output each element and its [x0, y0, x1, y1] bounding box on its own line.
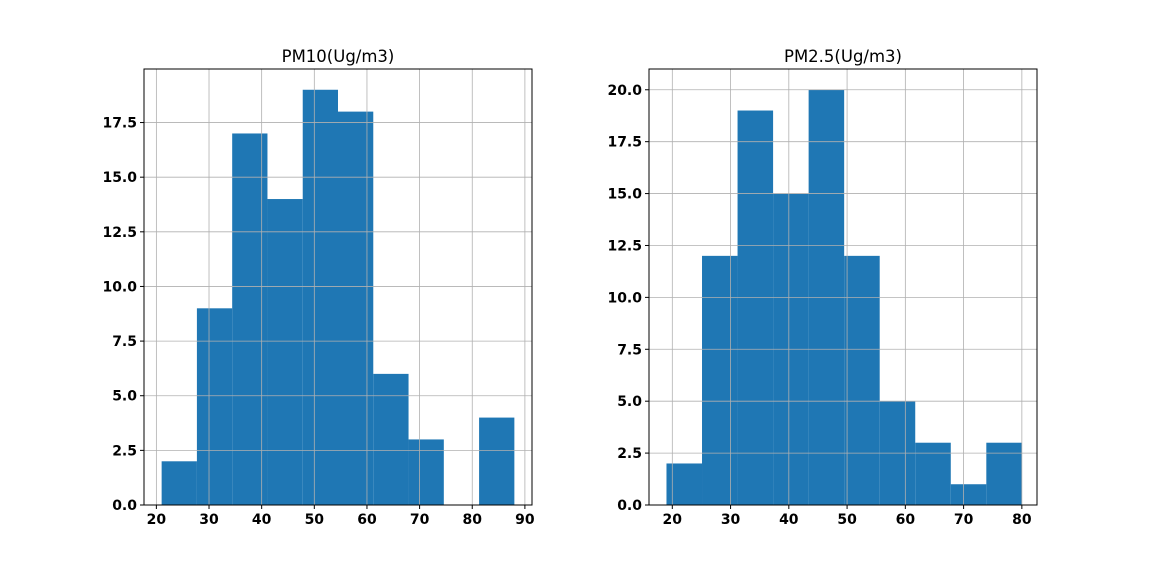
histogram-panel-2: 20 30 40 50 60 70 80 0.0 2.5 5.0 7.5 10.0 12.5 15.0 17…	[607, 47, 1038, 528]
y-tick-label: 7.5	[112, 334, 137, 350]
y-tick-label: 2.5	[617, 446, 642, 462]
histogram-panel-1: 20 30 40 50 60 70 80 90 0.0 2.5 5.0 7.5 10.0 12.5 15.0…	[102, 47, 534, 528]
histogram-bar	[915, 442, 951, 505]
plot-frame	[143, 68, 533, 506]
x-tick-label: 80	[463, 512, 483, 528]
y-tick-label: 5.0	[112, 389, 137, 405]
x-tick-label: 50	[305, 512, 325, 528]
histogram-bar	[666, 463, 703, 505]
histogram-bar	[338, 111, 374, 505]
histogram-bar	[702, 255, 738, 505]
x-tick-label: 40	[779, 512, 799, 528]
y-tick-label: 20.0	[607, 83, 642, 99]
x-tick-label: 20	[663, 512, 683, 528]
chart-title: PM2.5(Ug/m3)	[784, 47, 902, 66]
y-tick-label: 12.5	[102, 225, 137, 241]
histogram-bar	[161, 461, 197, 505]
histogram-bar	[196, 308, 233, 505]
x-tick-label: 20	[147, 512, 167, 528]
x-tick-label: 30	[199, 512, 219, 528]
histogram-bar	[267, 199, 303, 505]
x-tick-label: 90	[515, 512, 535, 528]
histogram-bar	[950, 484, 987, 505]
y-tick-label: 17.5	[102, 116, 137, 132]
histogram-bar	[844, 255, 880, 505]
y-tick-label: 10.0	[102, 279, 137, 295]
y-tick-label: 0.0	[112, 498, 137, 514]
x-tick-label: 60	[357, 512, 377, 528]
y-tick-label: 15.0	[607, 187, 642, 203]
x-tick-label: 30	[721, 512, 741, 528]
x-tick-label: 40	[252, 512, 272, 528]
chart-title: PM10(Ug/m3)	[282, 47, 395, 66]
histogram-bar	[232, 133, 268, 505]
x-tick-label: 70	[410, 512, 430, 528]
y-tick-label: 12.5	[607, 238, 642, 254]
histogram-bar	[479, 417, 515, 505]
y-tick-label: 10.0	[607, 290, 642, 306]
y-tick-label: 17.5	[607, 135, 642, 151]
y-tick-label: 2.5	[112, 443, 137, 459]
y-tick-label: 7.5	[617, 342, 642, 358]
histogram-bar	[986, 442, 1022, 505]
histogram-bar	[737, 110, 774, 506]
y-tick-label: 15.0	[102, 170, 137, 186]
histogram-bar	[408, 439, 444, 505]
x-tick-label: 60	[896, 512, 916, 528]
x-tick-label: 50	[837, 512, 857, 528]
histogram-bar	[373, 373, 409, 505]
x-tick-label: 80	[1012, 512, 1032, 528]
histogram-bar	[302, 89, 338, 505]
y-tick-label: 5.0	[617, 394, 642, 410]
plot-frame	[648, 68, 1038, 506]
y-tick-label: 0.0	[617, 498, 642, 514]
x-tick-label: 70	[954, 512, 974, 528]
